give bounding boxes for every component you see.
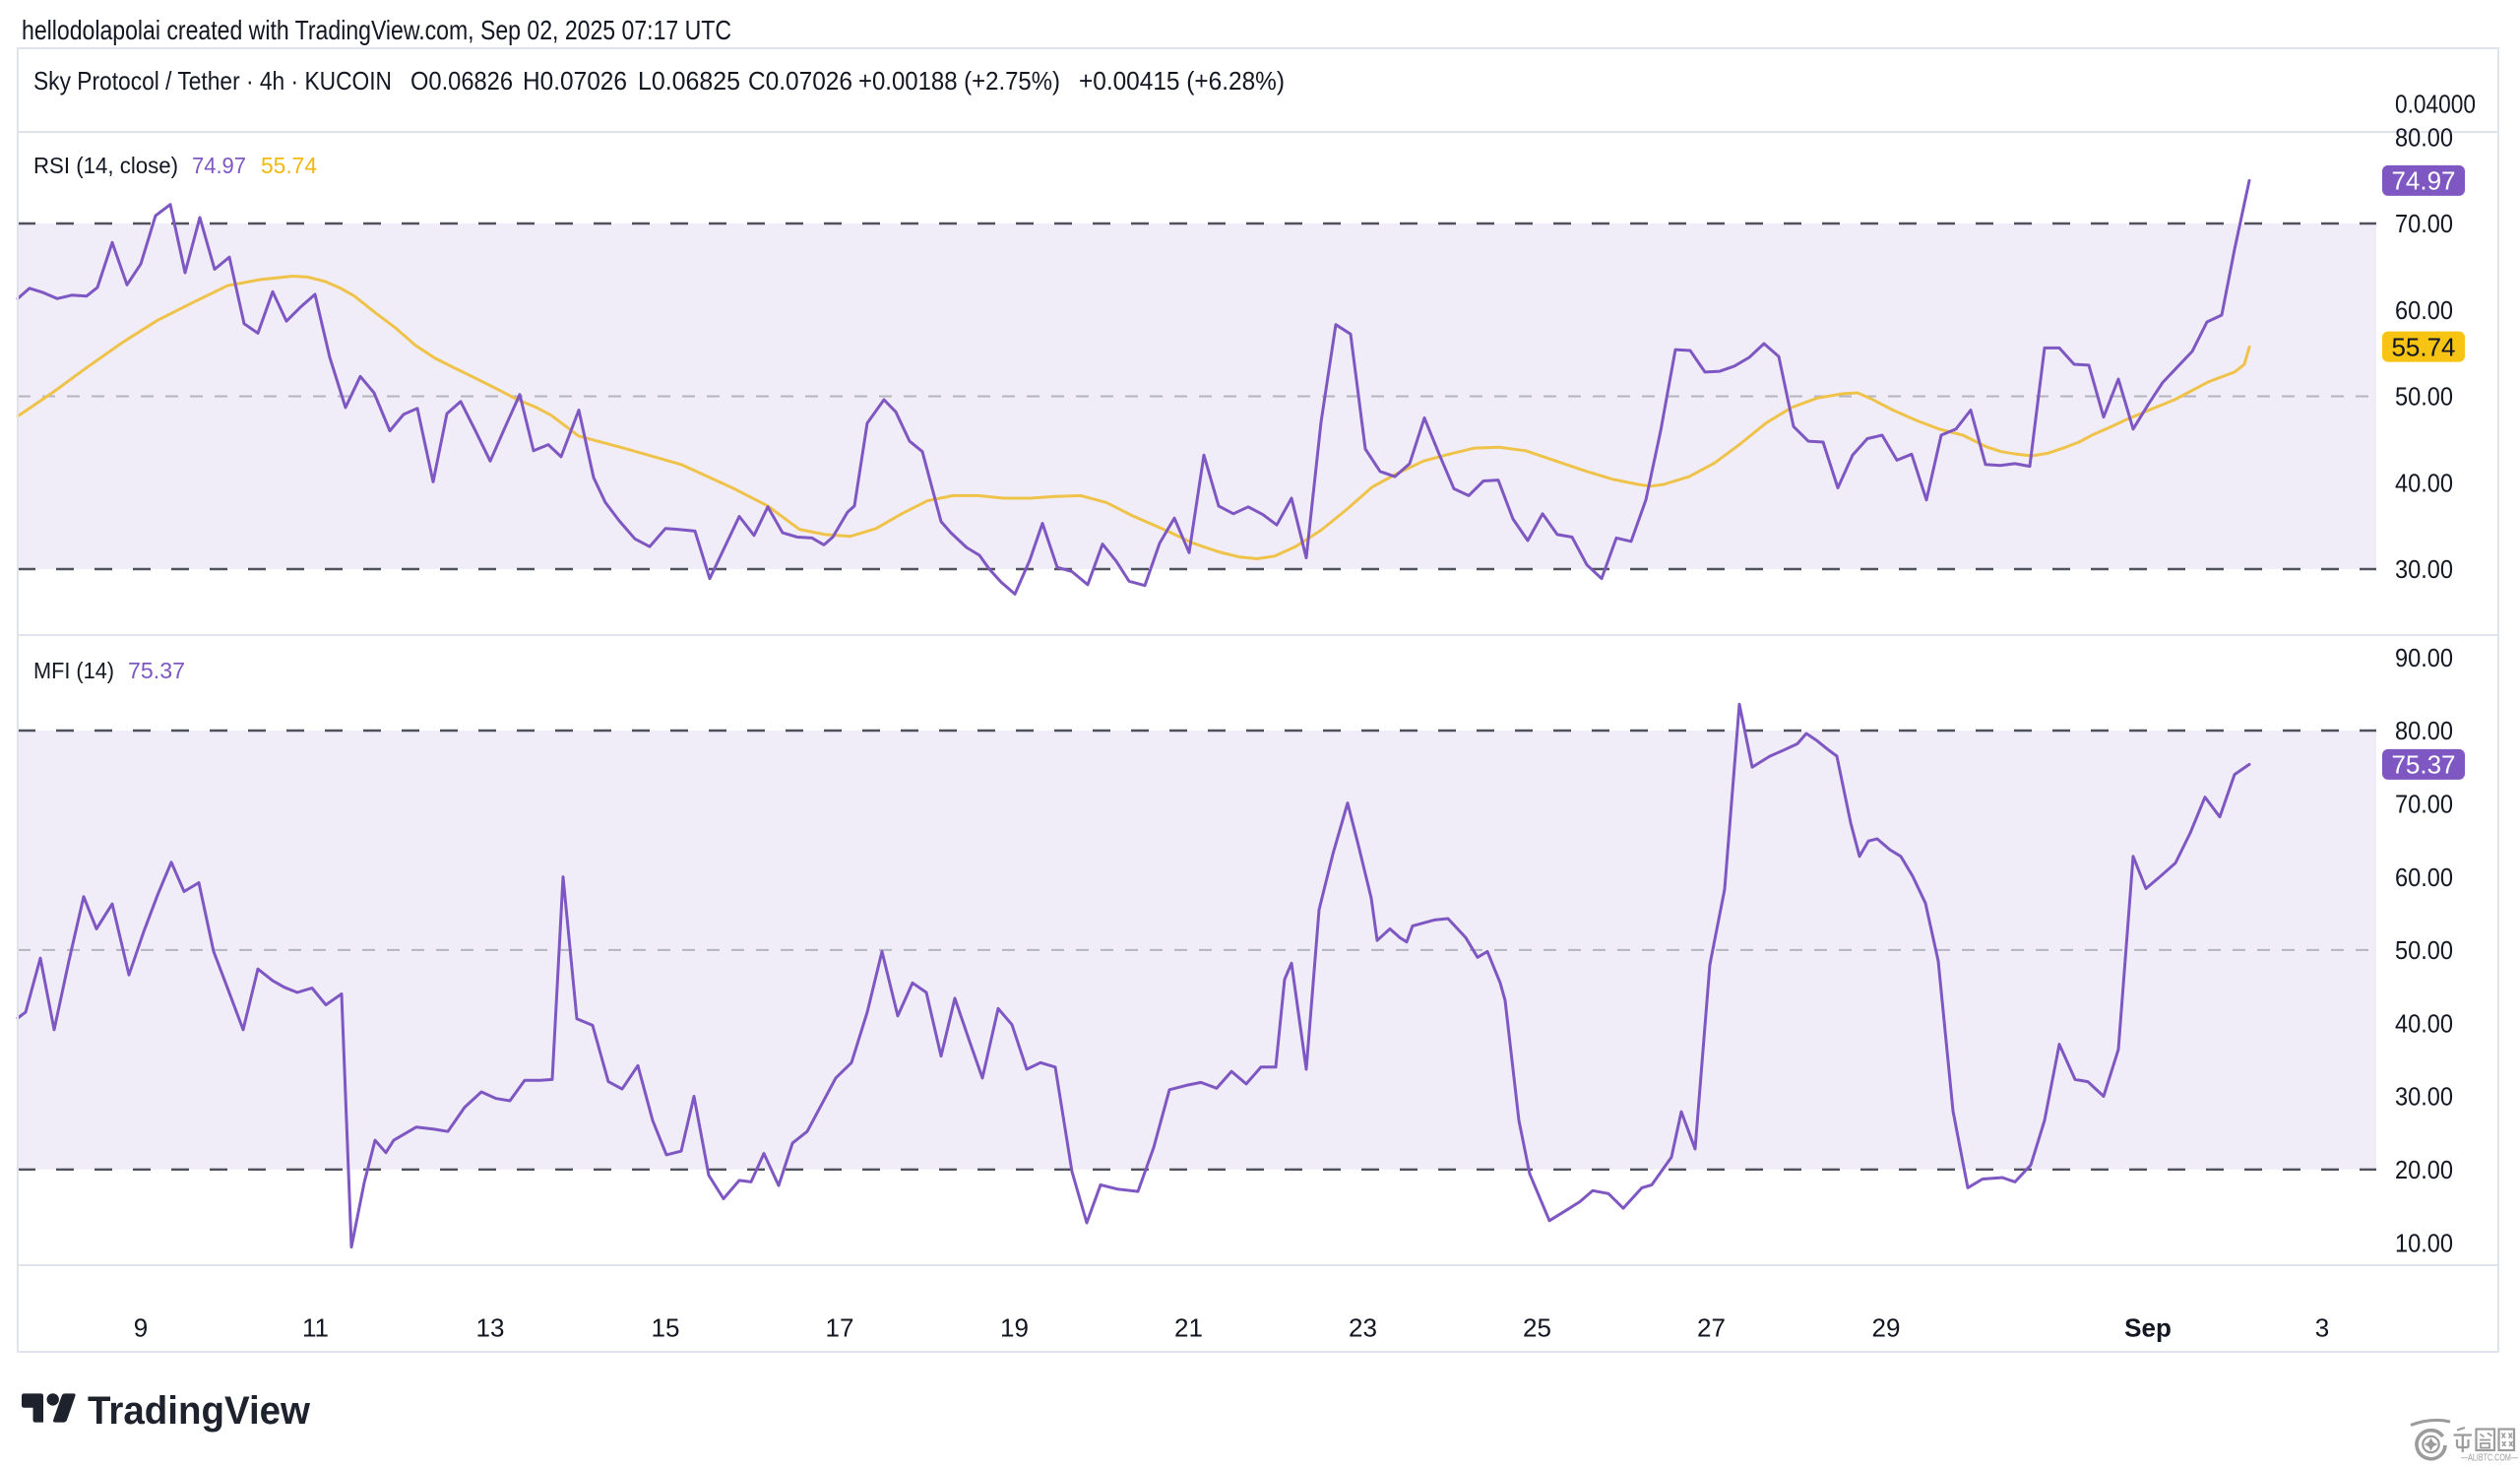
svg-text:19: 19 — [1000, 1312, 1029, 1342]
svg-text:29: 29 — [1872, 1312, 1901, 1342]
svg-text:70.00: 70.00 — [2395, 790, 2453, 819]
svg-text:9: 9 — [134, 1312, 148, 1342]
svg-text:40.00: 40.00 — [2395, 1008, 2453, 1038]
svg-text:L0.06825: L0.06825 — [638, 66, 740, 96]
svg-text:+0.00415 (+6.28%): +0.00415 (+6.28%) — [1079, 66, 1285, 96]
svg-text:+0.00188 (+2.75%): +0.00188 (+2.75%) — [858, 66, 1060, 96]
svg-text:40.00: 40.00 — [2395, 468, 2453, 497]
svg-text:74.97: 74.97 — [192, 153, 246, 178]
svg-text:50.00: 50.00 — [2395, 935, 2453, 965]
svg-text:75.37: 75.37 — [2391, 750, 2455, 780]
svg-text:20.00: 20.00 — [2395, 1155, 2453, 1184]
svg-text:80.00: 80.00 — [2395, 122, 2453, 152]
svg-text:3: 3 — [2315, 1312, 2329, 1342]
svg-text:RSI (14, close): RSI (14, close) — [33, 153, 178, 178]
svg-text:13: 13 — [476, 1312, 505, 1342]
svg-text:10.00: 10.00 — [2395, 1228, 2453, 1257]
svg-text:21: 21 — [1174, 1312, 1203, 1342]
svg-text:75.37: 75.37 — [128, 658, 185, 683]
svg-text:27: 27 — [1697, 1312, 1726, 1342]
svg-text:23: 23 — [1349, 1312, 1377, 1342]
svg-text:17: 17 — [826, 1312, 854, 1342]
svg-text:TradingView: TradingView — [88, 1389, 311, 1433]
svg-text:25: 25 — [1523, 1312, 1551, 1342]
svg-text:Sep: Sep — [2124, 1312, 2172, 1342]
svg-text:55.74: 55.74 — [261, 153, 317, 178]
svg-text:MFI (14): MFI (14) — [33, 658, 114, 683]
svg-text:O0.06826: O0.06826 — [410, 66, 513, 96]
svg-text:0.04000: 0.04000 — [2395, 90, 2476, 119]
svg-text:90.00: 90.00 — [2395, 643, 2453, 672]
svg-text:80.00: 80.00 — [2395, 716, 2453, 745]
svg-text:50.00: 50.00 — [2395, 382, 2453, 412]
svg-text:74.97: 74.97 — [2391, 166, 2455, 196]
svg-text:—ALIBTC.COM—: —ALIBTC.COM— — [2461, 1453, 2518, 1464]
svg-text:C0.07026: C0.07026 — [748, 66, 852, 96]
svg-text:Sky Protocol / Tether · 4h · K: Sky Protocol / Tether · 4h · KUCOIN — [33, 66, 392, 96]
svg-text:55.74: 55.74 — [2391, 332, 2455, 361]
svg-text:60.00: 60.00 — [2395, 862, 2453, 892]
svg-text:30.00: 30.00 — [2395, 554, 2453, 584]
svg-text:60.00: 60.00 — [2395, 295, 2453, 325]
svg-text:30.00: 30.00 — [2395, 1082, 2453, 1112]
svg-text:11: 11 — [302, 1312, 329, 1342]
svg-text:H0.07026: H0.07026 — [523, 66, 627, 96]
svg-text:70.00: 70.00 — [2395, 209, 2453, 238]
svg-text:15: 15 — [652, 1312, 680, 1342]
svg-text:hellodolapolai created with Tr: hellodolapolai created with TradingView.… — [22, 15, 731, 45]
